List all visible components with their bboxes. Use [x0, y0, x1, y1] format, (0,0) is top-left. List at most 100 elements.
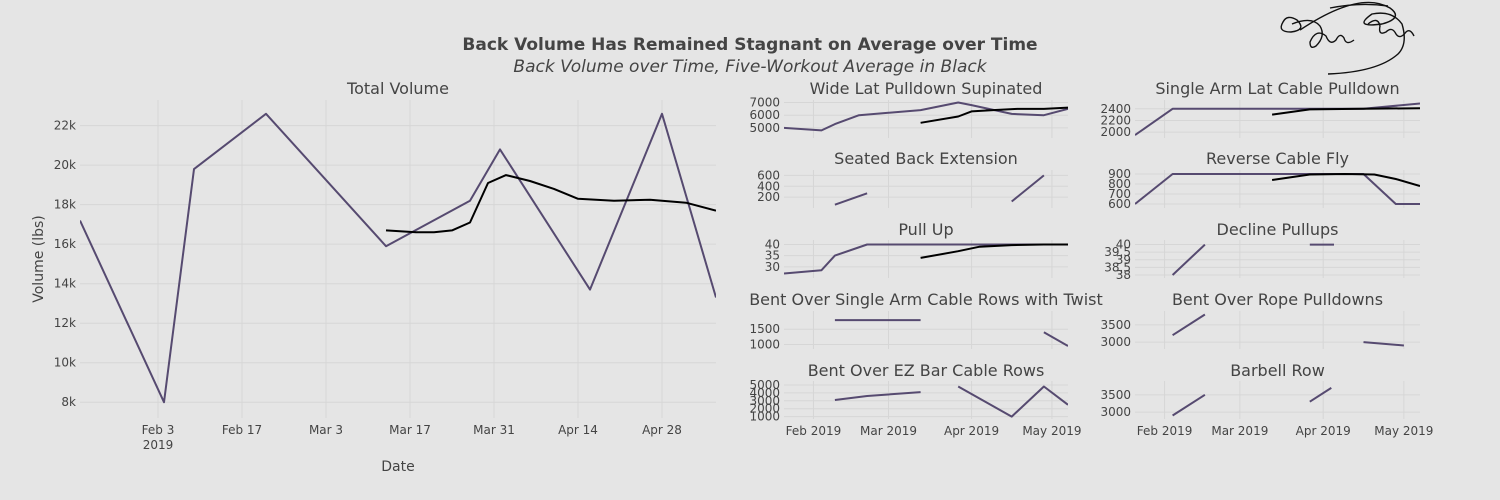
panel-title: Seated Back Extension: [834, 149, 1018, 168]
x-tick-label: Feb 2019: [786, 424, 842, 438]
x-tick-label: Mar 3: [309, 423, 343, 437]
y-tick-label: 5000: [749, 121, 780, 135]
y-tick-label: 38.5: [1104, 260, 1131, 274]
panel-title: Reverse Cable Fly: [1206, 149, 1349, 168]
panel-title: Bent Over EZ Bar Cable Rows: [808, 361, 1045, 380]
y-tick-label: 35: [765, 249, 780, 263]
x-tick-label: Mar 2019: [1211, 424, 1268, 438]
y-tick-label: 400: [757, 179, 780, 193]
x-tick-label: Feb 17: [222, 423, 262, 437]
volume-line: [1172, 393, 1206, 417]
y-tick-label: 2000: [1100, 125, 1131, 139]
plot-area: [834, 174, 1045, 206]
volume-line: [1171, 243, 1206, 276]
y-tick-label: 12k: [54, 316, 76, 330]
y-tick-label: 600: [757, 168, 780, 182]
y-tick-label: 40: [765, 237, 780, 251]
panel-title: Single Arm Lat Cable Pulldown: [1155, 79, 1399, 98]
y-tick-label: 1000: [749, 337, 780, 351]
y-tick-label: 1500: [749, 322, 780, 336]
panel-1: 8k 10k 12k 14k 16k 18k 20k 22k Total Volume Feb 3…: [31, 79, 716, 475]
x-tick-label: Mar 2019: [860, 424, 917, 438]
panel-11: 3000 3500 Barbell Row Feb 2019 Mar 2019 Apr 2…: [1100, 361, 1433, 438]
x-axis-label: Date: [381, 459, 414, 475]
plot-area: [1135, 102, 1420, 136]
signature-logo: [1280, 1, 1415, 75]
y-tick-label: 3500: [1100, 318, 1131, 332]
y-tick-label: 3500: [1100, 388, 1131, 402]
x-tick-label: Apr 2019: [944, 424, 999, 438]
y-tick-label: 900: [1108, 167, 1131, 181]
x-tick-label: May 2019: [1374, 424, 1433, 438]
y-tick-label: 5000: [749, 378, 780, 392]
y-tick-label: 2400: [1100, 102, 1131, 116]
plot-area: [1172, 313, 1404, 347]
plot-area: [1172, 387, 1332, 417]
y-tick-label: 7000: [749, 96, 780, 110]
volume-line: [80, 112, 716, 404]
volume-line: [1309, 387, 1332, 403]
y-axis-label: Volume (lbs): [31, 215, 47, 303]
y-tick-label: 39: [1116, 253, 1131, 267]
volume-line: [834, 192, 868, 206]
average-line: [920, 106, 1068, 124]
y-tick-label: 2200: [1100, 113, 1131, 127]
y-tick-label: 800: [1108, 177, 1131, 191]
average-line: [1271, 173, 1420, 187]
plot-area: [834, 319, 1068, 347]
plot-area: [1135, 173, 1420, 205]
x-tick-label-year: 2019: [143, 438, 174, 452]
x-tick-label: Apr 28: [642, 423, 682, 437]
volume-line: [834, 391, 921, 401]
volume-line: [1011, 174, 1045, 203]
y-tick-label: 20k: [54, 158, 76, 172]
y-tick-label: 40: [1116, 238, 1131, 252]
y-tick-label: 3000: [1100, 335, 1131, 349]
plot-area: [1171, 243, 1334, 276]
volume-line: [784, 101, 1068, 132]
y-tick-label: 600: [1108, 197, 1131, 211]
y-tick-label: 14k: [54, 277, 76, 291]
panel-title: Bent Over Rope Pulldowns: [1172, 290, 1383, 309]
panel-title: Bent Over Single Arm Cable Rows with Twi…: [749, 290, 1103, 309]
y-tick-label: 4000: [749, 386, 780, 400]
y-tick-label: 10k: [54, 356, 76, 370]
y-tick-label: 39.5: [1104, 245, 1131, 259]
volume-line: [1172, 313, 1206, 337]
volume-line: [957, 385, 1068, 418]
x-tick-label: May 2019: [1022, 424, 1081, 438]
plot-area: [784, 101, 1068, 132]
panel-title: Decline Pullups: [1217, 220, 1339, 239]
x-tick-label: Feb 3: [142, 423, 175, 437]
y-tick-label: 6000: [749, 108, 780, 122]
y-tick-label: 3000: [1100, 405, 1131, 419]
volume-line: [1363, 341, 1404, 347]
panel-title: Wide Lat Pulldown Supinated: [810, 79, 1043, 98]
y-tick-label: 30: [765, 260, 780, 274]
y-tick-label: 18k: [54, 198, 76, 212]
volume-line: [784, 243, 1068, 275]
y-tick-label: 3000: [749, 394, 780, 408]
panel-title: Total Volume: [346, 79, 449, 98]
x-tick-label: Apr 2019: [1296, 424, 1351, 438]
average-line: [1271, 107, 1420, 116]
y-tick-label: 16k: [54, 237, 76, 251]
x-tick-label: Feb 2019: [1137, 424, 1193, 438]
y-tick-label: 200: [757, 190, 780, 204]
volume-line: [1043, 331, 1068, 347]
average-line: [385, 174, 716, 234]
figure-subtitle: Back Volume over Time, Five-Workout Aver…: [513, 57, 987, 77]
plot-area: [834, 385, 1068, 418]
panel-title: Pull Up: [898, 220, 953, 239]
panel-9: 3000 3500 Bent Over Rope Pulldowns: [1100, 290, 1420, 349]
volume-line: [1135, 102, 1420, 136]
